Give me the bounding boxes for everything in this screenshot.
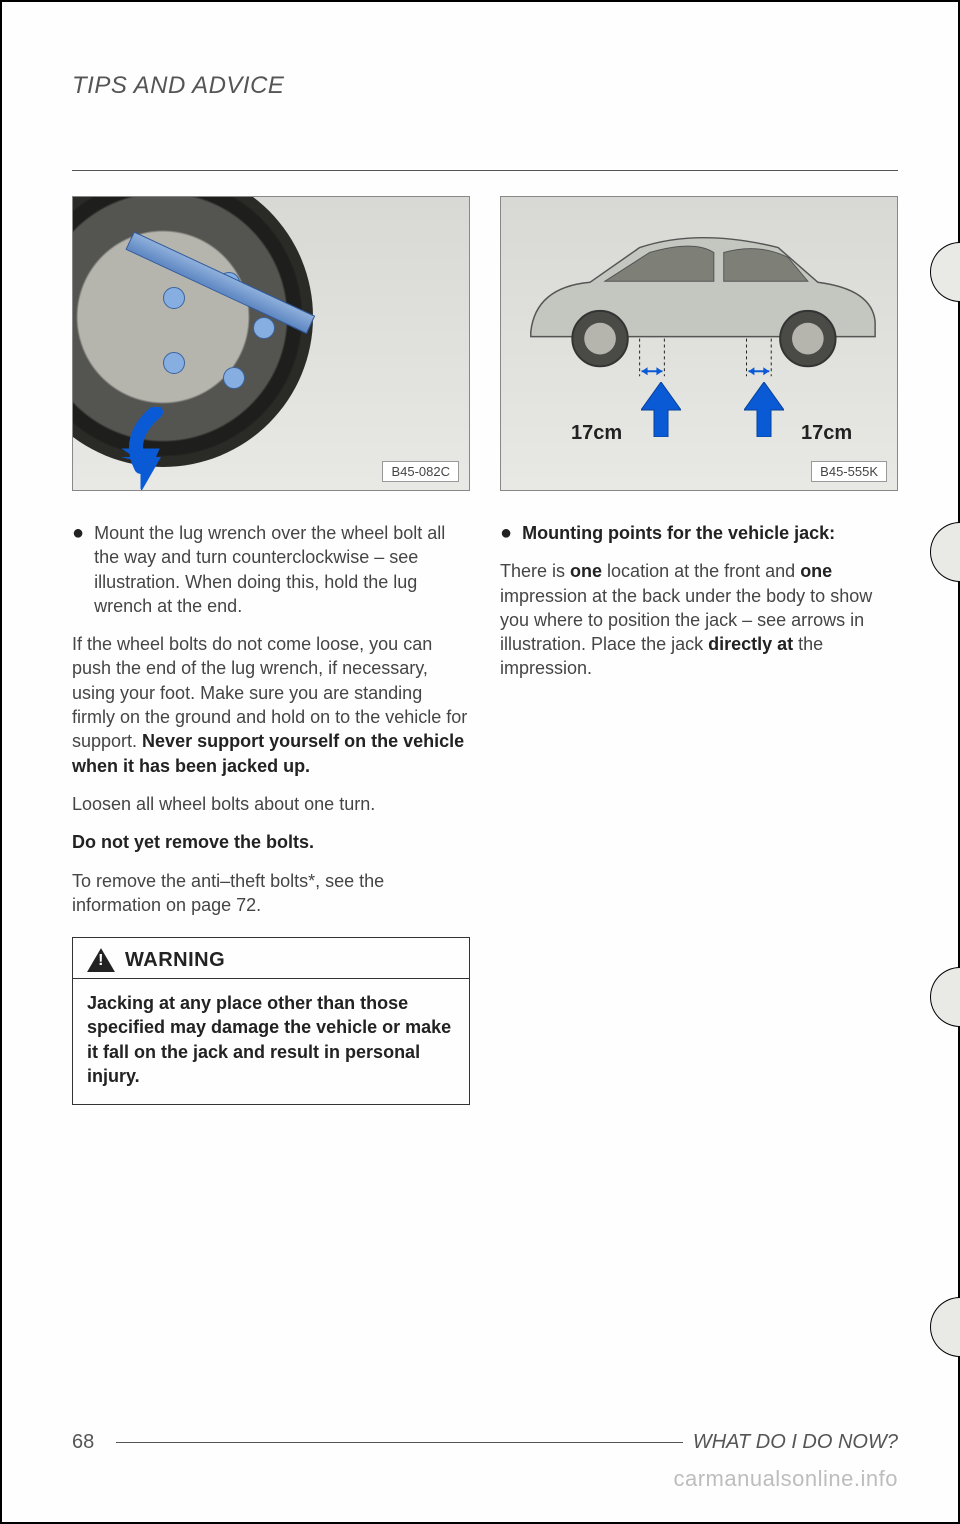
text-bold: one [800, 561, 832, 581]
right-column: 17cm 17cm B45-555K ● Mounting points for… [500, 196, 898, 1105]
warning-triangle-icon [87, 948, 115, 972]
right-body-text: ● Mounting points for the vehicle jack: … [500, 521, 898, 681]
left-column: B45-082C ● Mount the lug wrench over the… [72, 196, 470, 1105]
bullet-dot: ● [72, 521, 84, 632]
figure-label: B45-082C [382, 461, 459, 482]
text-run: location at the front and [602, 561, 800, 581]
jack-distance-label: 17cm [801, 422, 852, 445]
header-rule [72, 170, 898, 171]
manual-page: TIPS AND ADVICE B45-082C [0, 0, 960, 1524]
lug-bolt [163, 287, 185, 309]
warning-header: WARNING [73, 938, 469, 978]
car-graphic [511, 217, 887, 392]
paragraph: Loosen all wheel bolts about one turn. [72, 792, 470, 816]
footer-rule [116, 1442, 683, 1443]
bullet-paragraph: ● Mount the lug wrench over the wheel bo… [72, 521, 470, 632]
figure-label: B45-555K [811, 461, 887, 482]
paragraph-heading: Mounting points for the vehicle jack: [522, 521, 835, 545]
warning-box: WARNING Jacking at any place other than … [72, 937, 470, 1105]
lug-bolt [163, 352, 185, 374]
paragraph: Mount the lug wrench over the wheel bolt… [94, 521, 470, 618]
page-header: TIPS AND ADVICE [72, 72, 898, 100]
lug-bolt [253, 317, 275, 339]
bullet-dot: ● [500, 521, 512, 559]
text-bold: directly at [708, 634, 793, 654]
page-number: 68 [72, 1431, 94, 1454]
up-arrow-icon [744, 382, 784, 442]
paragraph-bold: Do not yet remove the bolts. [72, 830, 470, 854]
page-footer: 68 WHAT DO I DO NOW? [72, 1431, 898, 1454]
warning-title: WARNING [125, 949, 225, 972]
footer-section: WHAT DO I DO NOW? [693, 1431, 898, 1454]
lug-bolt [223, 367, 245, 389]
wheel-graphic [72, 196, 313, 467]
thumb-tab [930, 242, 960, 302]
thumb-tab [930, 1297, 960, 1357]
left-body-text: ● Mount the lug wrench over the wheel bo… [72, 521, 470, 917]
paragraph: There is one location at the front and o… [500, 559, 898, 680]
thumb-tab [930, 522, 960, 582]
text-bold: one [570, 561, 602, 581]
figure-jack-points: 17cm 17cm B45-555K [500, 196, 898, 491]
jack-distance-label: 17cm [571, 422, 622, 445]
content-columns: B45-082C ● Mount the lug wrench over the… [72, 196, 898, 1105]
paragraph: To remove the anti–theft bolts*, see the… [72, 869, 470, 918]
figure-wheel-wrench: B45-082C [72, 196, 470, 491]
text-run: There is [500, 561, 570, 581]
thumb-tab [930, 967, 960, 1027]
paragraph: If the wheel bolts do not come loose, yo… [72, 632, 470, 778]
watermark: carmanualsonline.info [673, 1466, 898, 1492]
bullet-paragraph: ● Mounting points for the vehicle jack: [500, 521, 898, 559]
warning-body: Jacking at any place other than those sp… [73, 978, 469, 1104]
ccw-arrow-icon [121, 407, 191, 491]
up-arrow-icon [641, 382, 681, 442]
